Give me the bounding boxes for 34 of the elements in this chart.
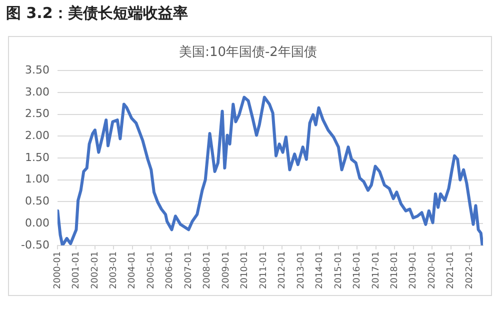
x-tick-label: 2009-01 — [221, 251, 232, 290]
x-tick-label: 2011-01 — [258, 251, 269, 290]
x-tick-label: 2007-01 — [184, 251, 194, 290]
x-tick-label: 2015-01 — [334, 251, 344, 290]
x-tick-label: 2020-01 — [427, 251, 438, 290]
y-tick-label: 1.00 — [24, 172, 50, 186]
x-tick-label: 2013-01 — [296, 251, 306, 290]
y-tick-label: 0.50 — [24, 194, 50, 208]
x-tick-label: 2017-01 — [371, 251, 382, 290]
y-tick-label: 0.00 — [24, 216, 50, 230]
chart-title: 美国:10年国债-2年国债 — [179, 44, 317, 60]
x-tick-label: 2018-01 — [390, 251, 400, 290]
y-tick-label: -0.50 — [20, 238, 50, 252]
y-tick-label: 3.00 — [24, 85, 50, 98]
x-tick-label: 2019-01 — [408, 251, 419, 290]
x-tick-label: 2006-01 — [165, 251, 176, 290]
x-tick-label: 2000-01 — [52, 251, 63, 290]
x-tick-label: 2004-01 — [128, 251, 138, 290]
y-tick-label: 2.00 — [24, 129, 50, 142]
x-tick-label: 2003-01 — [109, 251, 120, 290]
x-tick-label: 2010-01 — [240, 251, 250, 290]
x-tick-label: 2012-01 — [278, 251, 288, 290]
x-tick-label: 2008-01 — [202, 251, 213, 290]
x-tick-label: 2001-01 — [72, 251, 82, 290]
x-tick-label: 2021-01 — [446, 251, 456, 290]
y-tick-label: 2.50 — [24, 107, 50, 120]
y-tick-label: 3.50 — [24, 63, 50, 76]
y-tick-label: 1.50 — [24, 150, 50, 164]
x-tick-label: 2016-01 — [352, 251, 362, 290]
x-tick-label: 2014-01 — [315, 251, 326, 290]
x-tick-label: 2002-01 — [90, 251, 100, 290]
x-tick-label: 2005-01 — [146, 251, 156, 290]
chart-subtitle: 图 3.2：美债长短端收益率 — [6, 4, 188, 23]
x-tick-label: 2022-01 — [464, 251, 475, 290]
